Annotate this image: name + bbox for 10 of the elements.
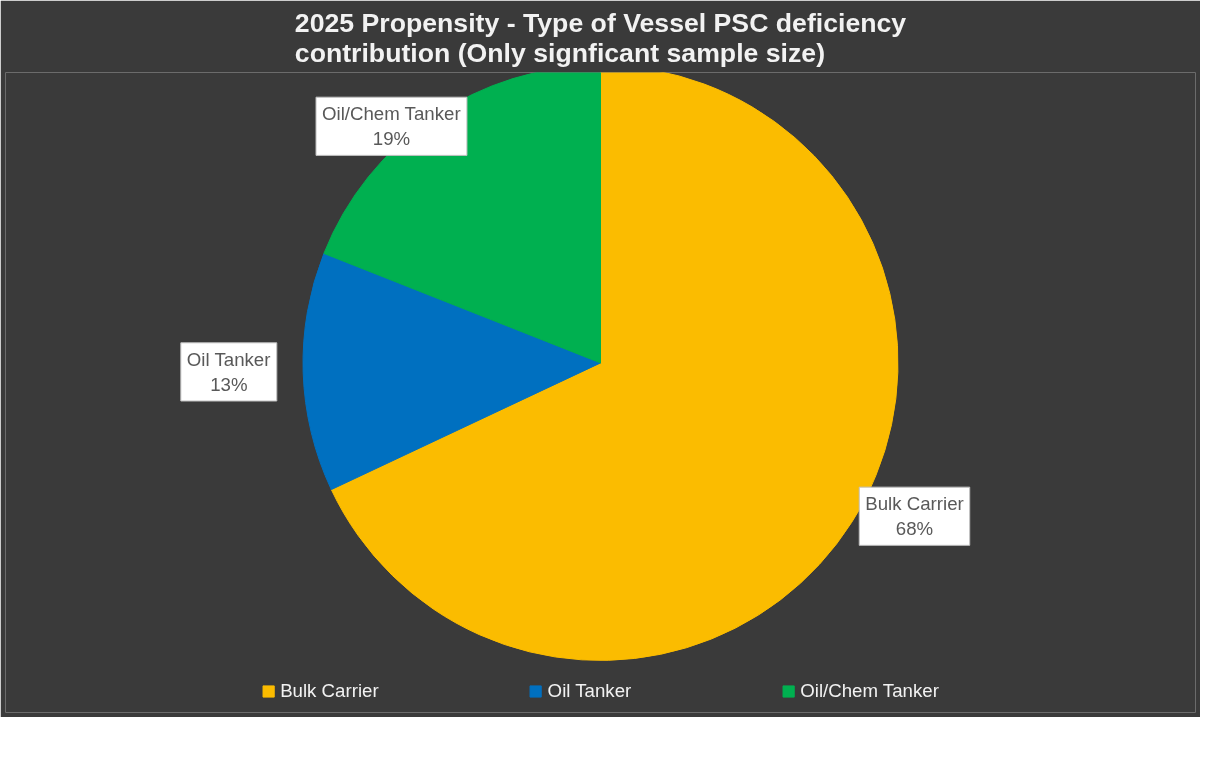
legend-label: Oil/Chem Tanker <box>800 680 939 702</box>
slice-label: Bulk Carrier <box>865 493 964 515</box>
slice-label: Oil/Chem Tanker <box>322 103 461 125</box>
data-label: 19% <box>372 128 411 150</box>
legend-label: Oil Tanker <box>547 680 632 702</box>
chart-title: 2025 Propensity - Type of Vessel PSC deficiency contribution (Only signficant sample size) <box>294 7 907 68</box>
legend-label: Bulk Carrier <box>280 680 379 702</box>
data-label: 68% <box>895 518 934 540</box>
slice-label: Oil Tanker <box>186 348 271 370</box>
data-label: 13% <box>210 374 248 396</box>
